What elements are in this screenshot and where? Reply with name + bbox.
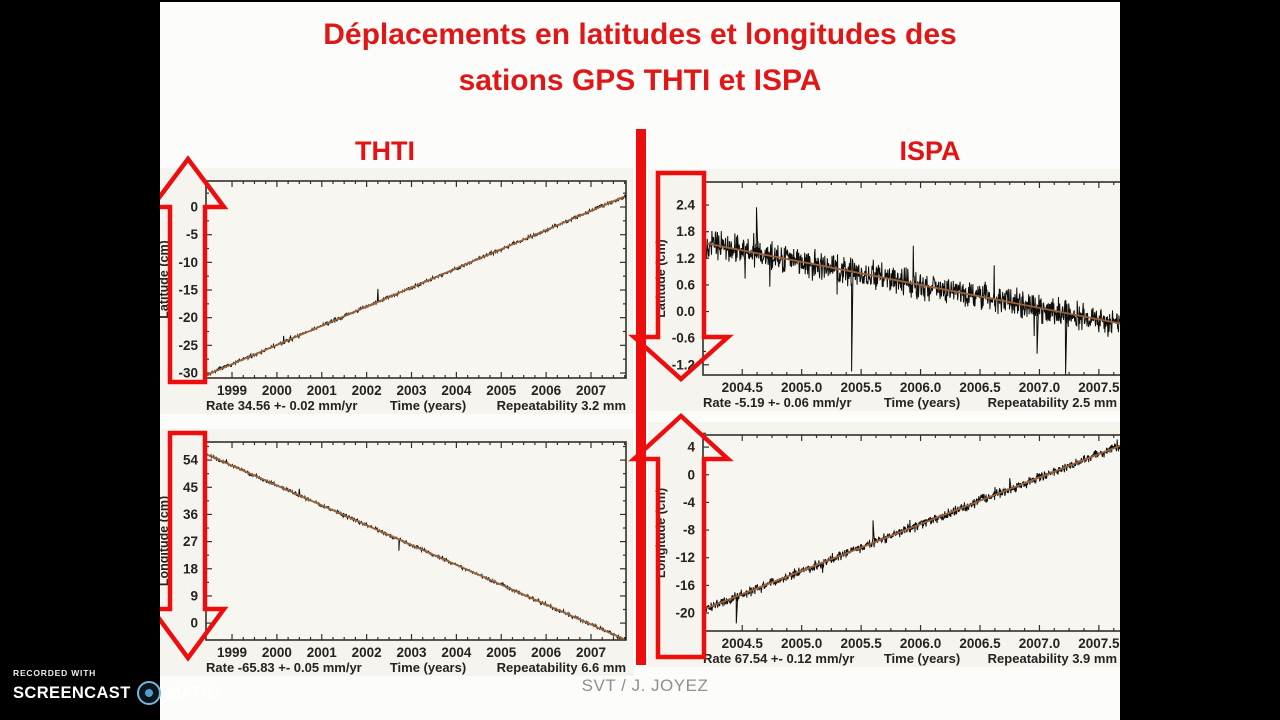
svg-text:Repeatability 6.6 mm: Repeatability 6.6 mm xyxy=(497,660,626,675)
svg-text:0: 0 xyxy=(190,200,198,215)
svg-text:Rate 67.54 +- 0.12 mm/yr: Rate 67.54 +- 0.12 mm/yr xyxy=(703,651,854,666)
svg-text:Rate 34.56 +- 0.02 mm/yr: Rate 34.56 +- 0.02 mm/yr xyxy=(206,398,357,413)
svg-text:2006.5: 2006.5 xyxy=(959,380,1001,395)
station-header-thti: THTI xyxy=(355,136,415,166)
svg-text:-4: -4 xyxy=(683,495,695,510)
svg-text:1.2: 1.2 xyxy=(676,251,695,266)
svg-text:2000: 2000 xyxy=(262,645,292,660)
svg-text:2003: 2003 xyxy=(396,645,427,660)
svg-text:2006: 2006 xyxy=(531,383,562,398)
svg-text:2003: 2003 xyxy=(396,383,427,398)
column-divider xyxy=(636,129,646,665)
svg-text:2006.0: 2006.0 xyxy=(900,636,941,651)
svg-text:-8: -8 xyxy=(683,523,695,538)
svg-text:Time (years): Time (years) xyxy=(390,398,466,413)
svg-text:2007.5: 2007.5 xyxy=(1078,380,1120,395)
svg-text:2002: 2002 xyxy=(352,645,382,660)
svg-text:2005: 2005 xyxy=(486,383,517,398)
screencast-o-matic-watermark: RECORDED WITH SCREENCAST MATIC xyxy=(13,668,220,705)
svg-text:2.4: 2.4 xyxy=(676,198,695,213)
svg-text:-20: -20 xyxy=(178,310,198,325)
station-header-ispa: ISPA xyxy=(899,136,961,166)
svg-text:2000: 2000 xyxy=(262,383,292,398)
chart-thti-latitude: 1999 2000 2001 2002 2003 2004 2005 2006 2007 0 -5 -… xyxy=(151,168,634,414)
right-black-band xyxy=(1120,0,1280,720)
svg-text:1999: 1999 xyxy=(217,645,247,660)
svg-text:54: 54 xyxy=(183,453,199,468)
svg-text:2004: 2004 xyxy=(441,645,472,660)
svg-text:1.8: 1.8 xyxy=(676,224,695,239)
svg-text:-30: -30 xyxy=(178,366,198,381)
slide-title-line1: Déplacements en latitudes et longitudes … xyxy=(323,18,957,51)
svg-text:2005.5: 2005.5 xyxy=(840,636,882,651)
svg-text:2001: 2001 xyxy=(307,383,338,398)
svg-text:Repeatability 3.9 mm: Repeatability 3.9 mm xyxy=(988,651,1117,666)
svg-text:2005.0: 2005.0 xyxy=(781,380,822,395)
left-black-band xyxy=(0,0,160,720)
watermark-brand-screencast: SCREENCAST xyxy=(13,683,131,702)
svg-text:2002: 2002 xyxy=(352,383,382,398)
svg-text:4: 4 xyxy=(687,440,695,455)
svg-text:2007.0: 2007.0 xyxy=(1019,380,1060,395)
svg-text:0: 0 xyxy=(190,616,198,631)
svg-text:18: 18 xyxy=(183,561,199,576)
watermark-brand-matic: MATIC xyxy=(166,683,220,702)
svg-text:-20: -20 xyxy=(675,606,695,621)
svg-text:-16: -16 xyxy=(675,578,695,593)
slide-title: Déplacements en latitudes et longitudes … xyxy=(160,12,1120,104)
svg-text:2004.5: 2004.5 xyxy=(722,380,764,395)
chart-ispa-latitude: 2004.5 2005.0 2005.5 2006.0 2006.5 2007.0 2007… xyxy=(648,169,1158,411)
svg-text:2006: 2006 xyxy=(531,645,562,660)
svg-text:Time (years): Time (years) xyxy=(390,660,466,675)
svg-text:1999: 1999 xyxy=(217,383,247,398)
down-arrow-thti-longitude xyxy=(147,430,229,662)
svg-text:0.0: 0.0 xyxy=(676,304,695,319)
svg-text:2006.5: 2006.5 xyxy=(959,636,1001,651)
svg-text:0: 0 xyxy=(687,467,695,482)
svg-text:-1.2: -1.2 xyxy=(672,357,695,372)
svg-text:-25: -25 xyxy=(178,338,198,353)
svg-text:9: 9 xyxy=(190,588,198,603)
svg-text:27: 27 xyxy=(183,534,198,549)
down-arrow-ispa-latitude xyxy=(628,170,734,383)
svg-text:-5: -5 xyxy=(186,227,198,242)
svg-text:Time (years): Time (years) xyxy=(884,651,960,666)
slide-title-line2: sations GPS THTI et ISPA xyxy=(458,64,822,97)
svg-text:2007: 2007 xyxy=(576,645,606,660)
svg-text:36: 36 xyxy=(183,507,199,522)
svg-text:-12: -12 xyxy=(675,550,695,565)
svg-text:Longitude (cm): Longitude (cm) xyxy=(157,496,171,586)
svg-text:Repeatability 2.5 mm: Repeatability 2.5 mm xyxy=(988,395,1117,410)
svg-text:Rate -65.83 +- 0.05 mm/yr: Rate -65.83 +- 0.05 mm/yr xyxy=(206,660,362,675)
svg-text:Latitude (cm): Latitude (cm) xyxy=(157,240,171,318)
svg-text:45: 45 xyxy=(183,480,199,495)
svg-text:2007: 2007 xyxy=(576,383,606,398)
chart-thti-longitude: 1999 2000 2001 2002 2003 2004 2005 2006 2007 54 45… xyxy=(151,429,634,676)
svg-text:Rate -5.19 +- 0.06 mm/yr: Rate -5.19 +- 0.06 mm/yr xyxy=(703,395,852,410)
screencast-o-matic-logo-icon xyxy=(136,681,161,705)
svg-text:-10: -10 xyxy=(178,255,198,270)
svg-text:2005: 2005 xyxy=(486,645,517,660)
svg-text:-0.6: -0.6 xyxy=(672,331,696,346)
svg-text:2005.5: 2005.5 xyxy=(840,380,882,395)
svg-text:2006.0: 2006.0 xyxy=(900,380,941,395)
svg-text:2004.5: 2004.5 xyxy=(722,636,764,651)
svg-text:2007.5: 2007.5 xyxy=(1078,636,1120,651)
svg-text:Repeatability 3.2 mm: Repeatability 3.2 mm xyxy=(497,398,626,413)
svg-text:Time (years): Time (years) xyxy=(884,395,960,410)
svg-text:2004: 2004 xyxy=(441,383,472,398)
svg-text:0.6: 0.6 xyxy=(676,277,695,292)
author-credit: SVT / J. JOYEZ xyxy=(581,676,709,695)
svg-text:2001: 2001 xyxy=(307,645,338,660)
watermark-recorded-with: RECORDED WITH xyxy=(13,668,97,678)
svg-text:2007.0: 2007.0 xyxy=(1019,636,1060,651)
svg-text:2005.0: 2005.0 xyxy=(781,636,822,651)
svg-text:-15: -15 xyxy=(178,283,198,298)
